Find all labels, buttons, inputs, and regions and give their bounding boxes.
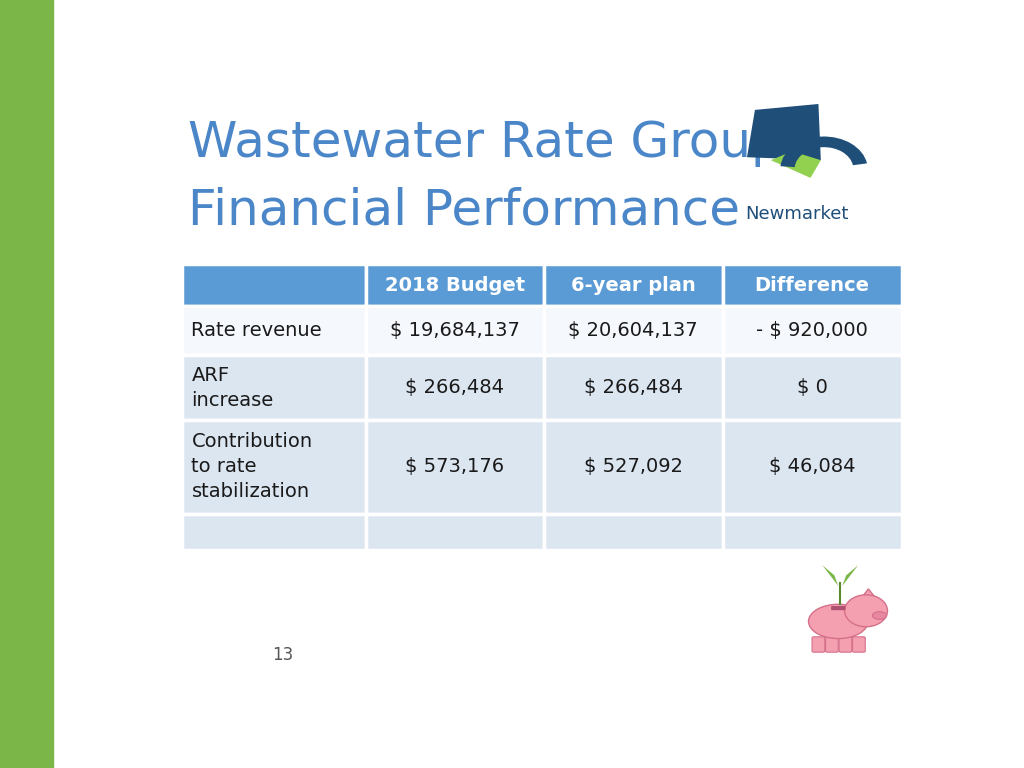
- FancyBboxPatch shape: [366, 420, 544, 514]
- Text: 2018 Budget: 2018 Budget: [385, 276, 525, 294]
- Polygon shape: [842, 565, 858, 586]
- FancyBboxPatch shape: [182, 356, 366, 420]
- Text: Rate revenue: Rate revenue: [191, 321, 323, 340]
- Circle shape: [845, 594, 888, 627]
- Text: $ 266,484: $ 266,484: [584, 379, 683, 397]
- FancyBboxPatch shape: [544, 514, 723, 550]
- Text: $ 573,176: $ 573,176: [406, 458, 505, 476]
- FancyBboxPatch shape: [366, 263, 544, 306]
- FancyBboxPatch shape: [839, 637, 852, 652]
- Text: Wastewater Rate Group: Wastewater Rate Group: [187, 119, 782, 167]
- FancyBboxPatch shape: [812, 637, 824, 652]
- FancyBboxPatch shape: [366, 514, 544, 550]
- Text: 6-year plan: 6-year plan: [571, 276, 695, 294]
- Text: Newmarket: Newmarket: [745, 204, 849, 223]
- Text: 13: 13: [272, 646, 294, 664]
- Ellipse shape: [872, 611, 887, 619]
- Text: $ 266,484: $ 266,484: [406, 379, 504, 397]
- Polygon shape: [860, 589, 877, 599]
- FancyBboxPatch shape: [723, 263, 902, 306]
- Text: $ 46,084: $ 46,084: [769, 458, 855, 476]
- FancyBboxPatch shape: [544, 306, 723, 356]
- Text: $ 527,092: $ 527,092: [584, 458, 683, 476]
- Text: ARF
increase: ARF increase: [191, 366, 273, 410]
- Text: Contribution
to rate
stabilization: Contribution to rate stabilization: [191, 432, 312, 502]
- Wedge shape: [780, 137, 867, 167]
- FancyBboxPatch shape: [182, 514, 366, 550]
- FancyBboxPatch shape: [366, 306, 544, 356]
- FancyBboxPatch shape: [853, 637, 865, 652]
- Text: Financial Performance: Financial Performance: [187, 187, 739, 235]
- Polygon shape: [771, 151, 821, 178]
- FancyBboxPatch shape: [366, 356, 544, 420]
- FancyBboxPatch shape: [182, 263, 366, 306]
- FancyBboxPatch shape: [723, 306, 902, 356]
- Ellipse shape: [809, 604, 868, 638]
- FancyBboxPatch shape: [182, 420, 366, 514]
- Polygon shape: [748, 104, 821, 161]
- Polygon shape: [822, 565, 839, 586]
- Text: $ 20,604,137: $ 20,604,137: [568, 321, 698, 340]
- Text: $ 19,684,137: $ 19,684,137: [390, 321, 520, 340]
- FancyBboxPatch shape: [825, 637, 839, 652]
- Text: - $ 920,000: - $ 920,000: [756, 321, 868, 340]
- FancyBboxPatch shape: [723, 420, 902, 514]
- Text: $ 0: $ 0: [797, 379, 827, 397]
- FancyBboxPatch shape: [723, 356, 902, 420]
- FancyBboxPatch shape: [723, 514, 902, 550]
- Text: Difference: Difference: [755, 276, 869, 294]
- FancyBboxPatch shape: [544, 263, 723, 306]
- FancyBboxPatch shape: [831, 606, 846, 611]
- FancyBboxPatch shape: [182, 306, 366, 356]
- FancyBboxPatch shape: [544, 356, 723, 420]
- FancyBboxPatch shape: [544, 420, 723, 514]
